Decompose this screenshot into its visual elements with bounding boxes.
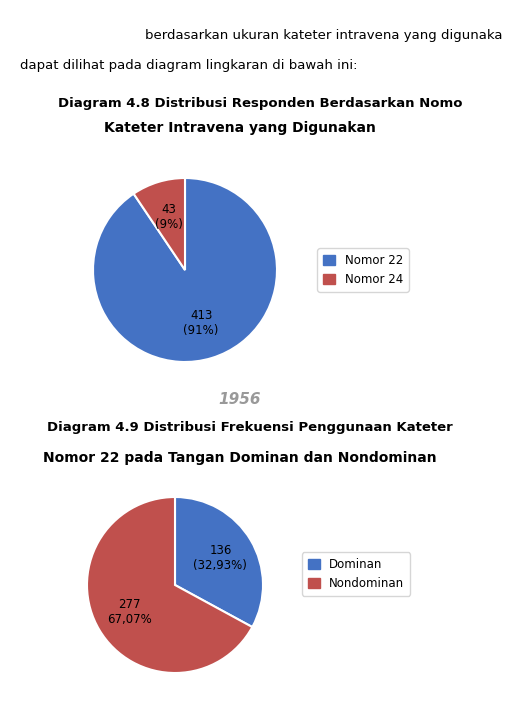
Text: Diagram 4.9 Distribusi Frekuensi Penggunaan Kateter: Diagram 4.9 Distribusi Frekuensi Penggun…	[47, 421, 453, 435]
Text: 277
67,07%: 277 67,07%	[107, 598, 152, 626]
Legend: Dominan, Nondominan: Dominan, Nondominan	[302, 552, 410, 596]
Text: Kateter Intravena yang Digunakan: Kateter Intravena yang Digunakan	[104, 121, 376, 135]
Text: Nomor 22 pada Tangan Dominan dan Nondominan: Nomor 22 pada Tangan Dominan dan Nondomi…	[43, 451, 437, 465]
Wedge shape	[175, 497, 263, 627]
Text: berdasarkan ukuran kateter intravena yang digunaka: berdasarkan ukuran kateter intravena yan…	[145, 29, 502, 41]
Text: 136
(32,93%): 136 (32,93%)	[193, 544, 248, 572]
Text: dapat dilihat pada diagram lingkaran di bawah ini:: dapat dilihat pada diagram lingkaran di …	[20, 58, 358, 72]
Legend: Nomor 22, Nomor 24: Nomor 22, Nomor 24	[317, 248, 409, 292]
Text: 43
(9%): 43 (9%)	[155, 203, 183, 231]
Text: Diagram 4.8 Distribusi Responden Berdasarkan Nomo: Diagram 4.8 Distribusi Responden Berdasa…	[58, 96, 462, 110]
Text: 413
(91%): 413 (91%)	[184, 309, 219, 337]
Text: 1956: 1956	[219, 392, 261, 407]
Wedge shape	[93, 178, 277, 362]
Wedge shape	[87, 497, 252, 673]
Wedge shape	[134, 178, 185, 270]
